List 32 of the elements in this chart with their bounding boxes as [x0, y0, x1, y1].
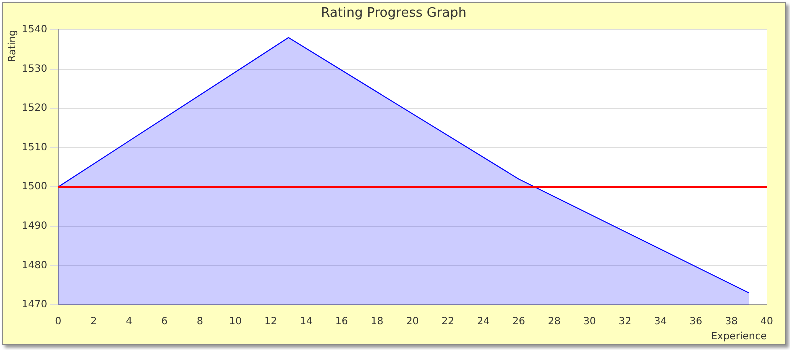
x-tick-label: 4 [126, 316, 132, 328]
x-tick-label: 8 [196, 316, 204, 328]
x-tick-label: 0 [55, 316, 62, 328]
x-tick-label: 18 [370, 316, 384, 328]
x-tick-label: 28 [548, 316, 561, 328]
y-tick-label: 1470 [22, 300, 48, 311]
x-tick-label: 40 [760, 316, 774, 328]
x-tick-label: 14 [300, 316, 313, 328]
y-tick-label: 1520 [22, 103, 48, 114]
x-tick-label: 24 [477, 316, 490, 328]
x-axis-title: Experience [711, 332, 767, 343]
x-tick-label: 10 [229, 316, 242, 328]
y-tick-label: 1490 [22, 221, 48, 232]
y-tick-label: 1530 [22, 64, 48, 75]
chart-title: Rating Progress Graph [320, 6, 468, 21]
y-tick-label: 1500 [22, 182, 48, 193]
y-axis-title: Rating [8, 30, 19, 62]
x-tick-label: 22 [442, 316, 455, 328]
x-tick-label: 36 [690, 316, 703, 328]
y-tick-label: 1540 [22, 24, 48, 36]
x-tick-label: 26 [512, 316, 526, 328]
x-tick-label: 16 [336, 316, 348, 328]
x-tick-label: 38 [725, 316, 738, 328]
x-tick-label: 34 [654, 316, 668, 328]
x-tick-label: 20 [406, 316, 420, 328]
x-tick-label: 2 [90, 316, 98, 328]
x-tick-label: 6 [162, 316, 168, 328]
x-tick-label: 12 [264, 316, 278, 328]
x-tick-label: 30 [583, 316, 596, 328]
y-tick-label: 1510 [22, 142, 48, 154]
x-tick-label: 32 [618, 316, 632, 328]
y-tick-label: 1480 [22, 260, 48, 272]
